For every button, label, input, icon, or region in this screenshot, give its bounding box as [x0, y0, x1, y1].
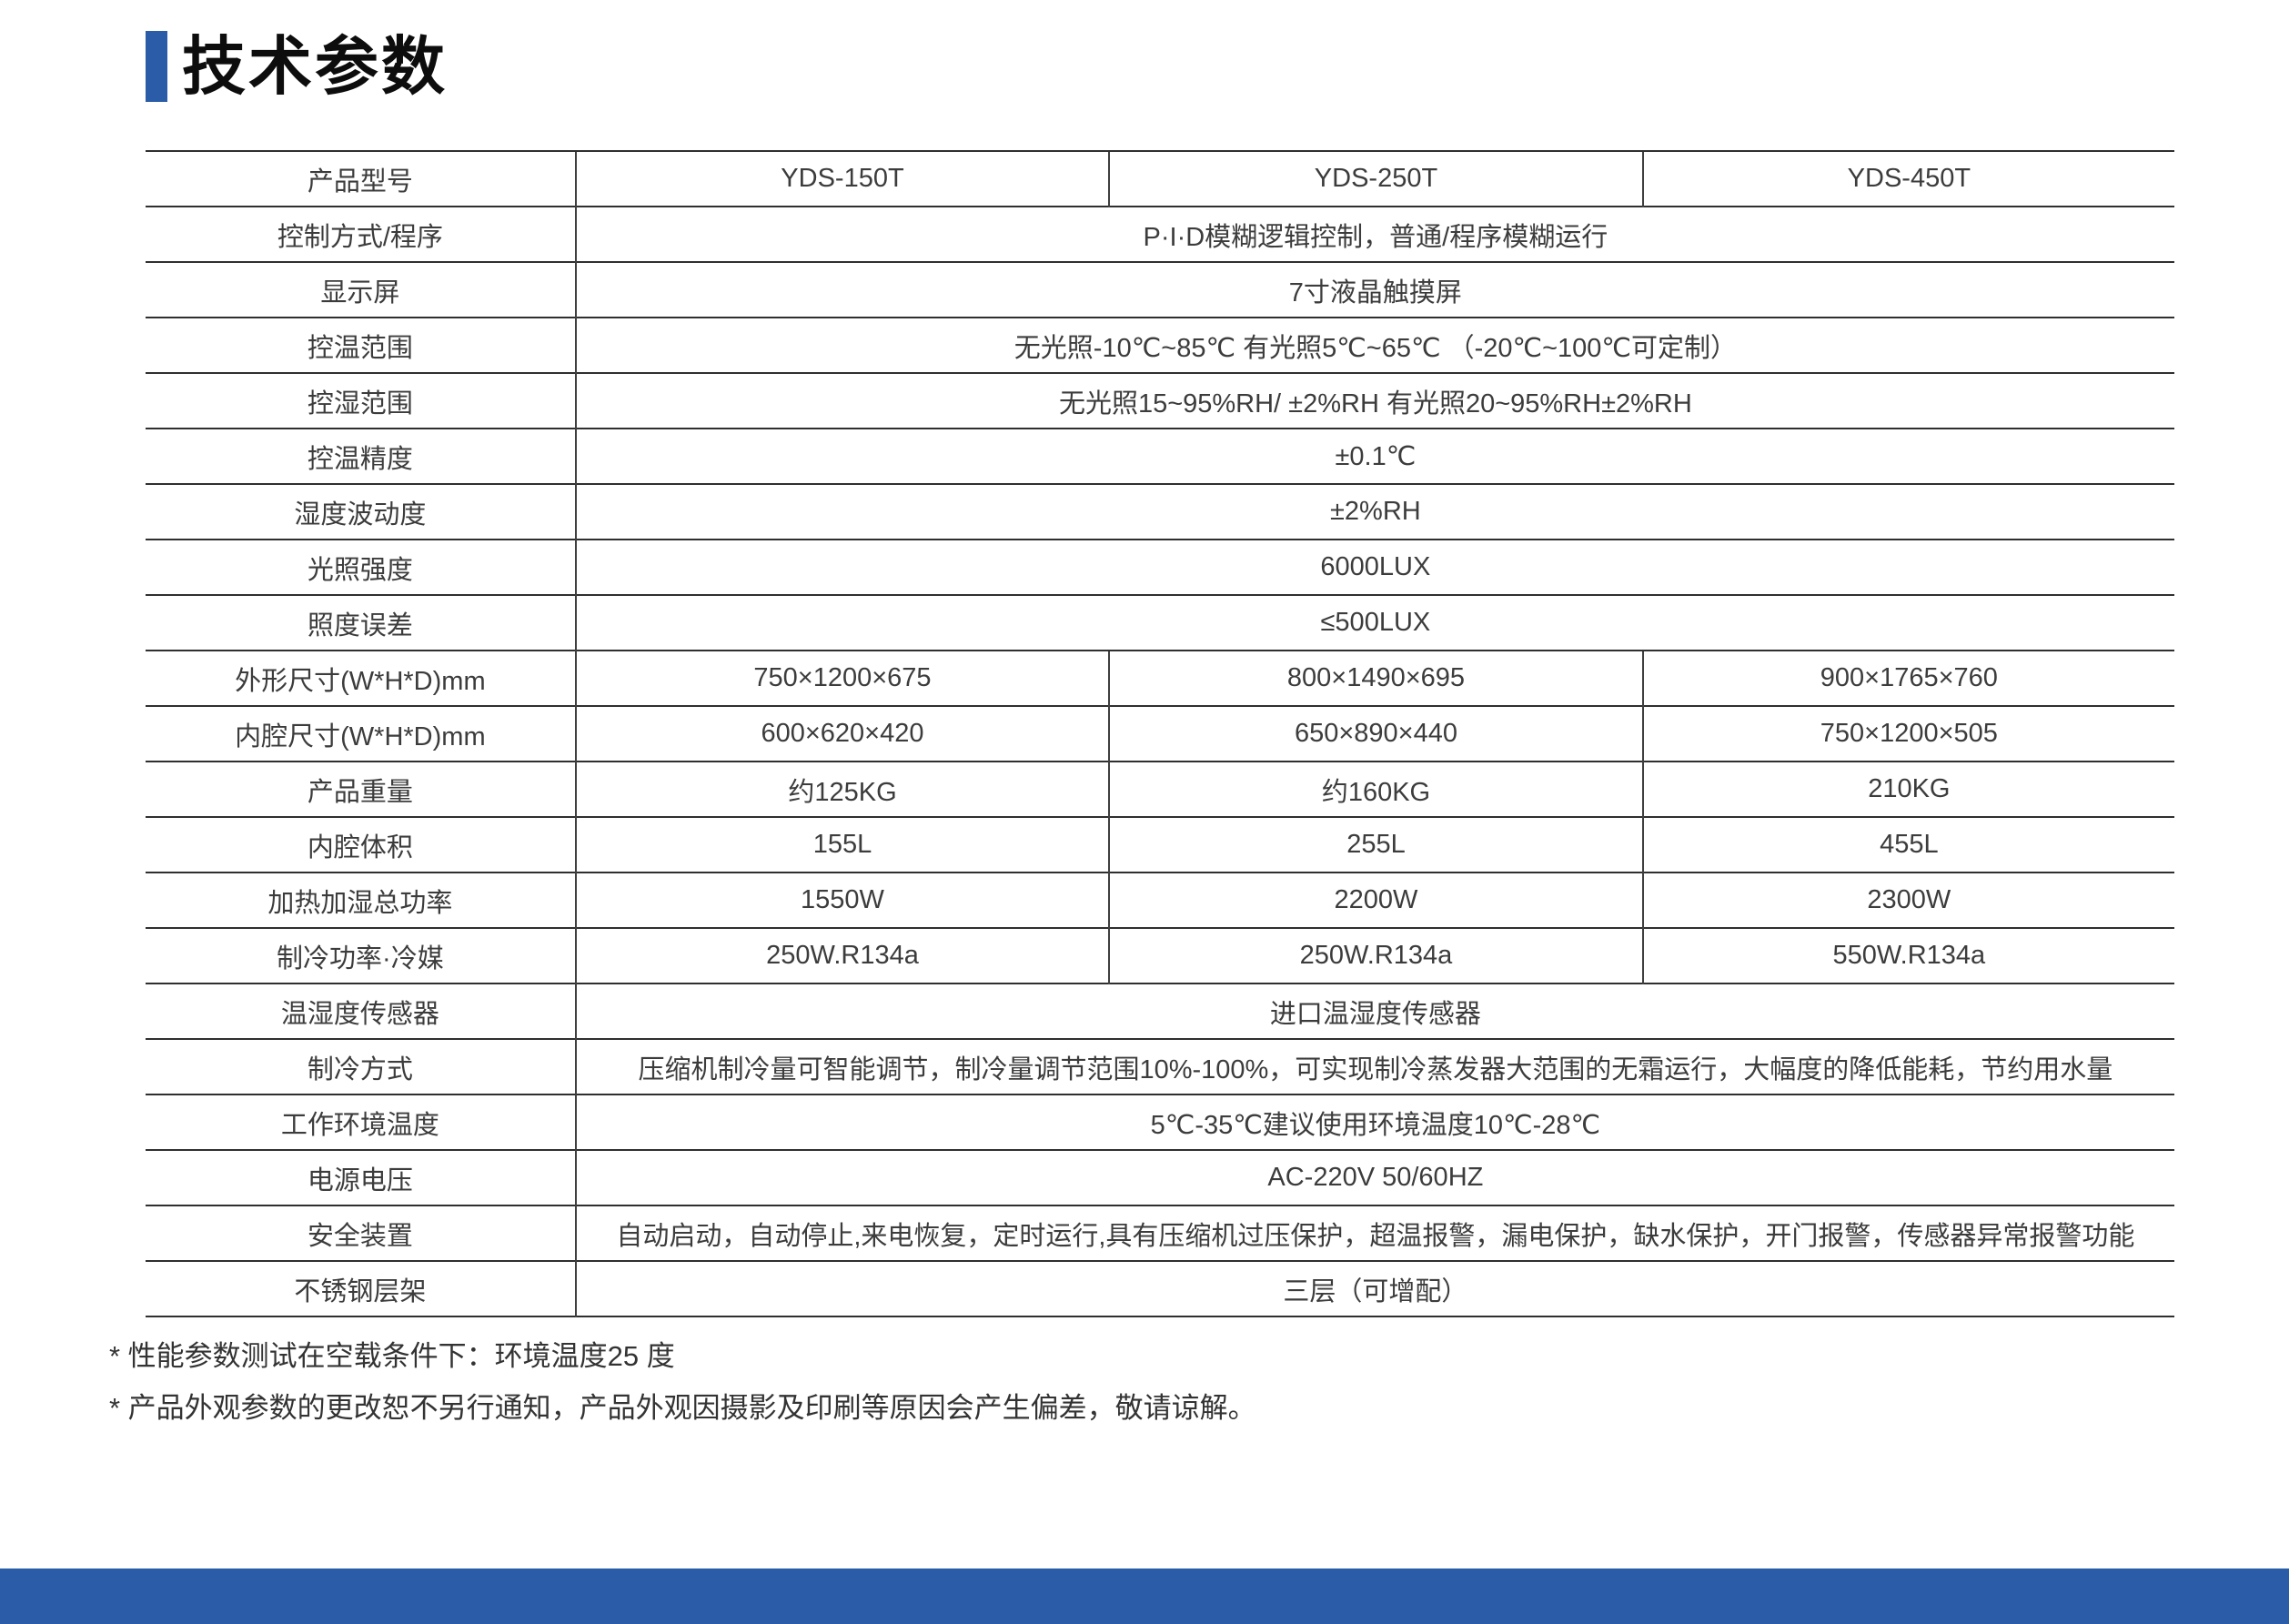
page-title: 技术参数 — [182, 31, 448, 102]
row-label: 产品型号 — [146, 150, 576, 207]
table-row: 产品型号 YDS-150T YDS-250T YDS-450T — [146, 150, 2174, 207]
row-label: 不锈钢层架 — [146, 1260, 576, 1316]
row-label: 光照强度 — [146, 539, 576, 595]
table-row: 外形尺寸(W*H*D)mm 750×1200×675 800×1490×695 900… — [146, 650, 2174, 706]
row-value: P·I·D模糊逻辑控制，普通/程序模糊运行 — [574, 206, 2174, 262]
row-label: 安全装置 — [146, 1205, 576, 1261]
table-row: 内腔尺寸(W*H*D)mm 600×620×420 650×890×440 750×1… — [146, 705, 2174, 762]
row-value: 455L — [1641, 816, 2174, 873]
row-value: 650×890×440 — [1108, 705, 1643, 762]
row-value: 2300W — [1641, 872, 2174, 928]
row-label: 控制方式/程序 — [146, 206, 576, 262]
table-row: 光照强度 6000LUX — [146, 539, 2174, 595]
table-row: 产品重量 约125KG 约160KG 210KG — [146, 761, 2174, 817]
row-value: 约125KG — [574, 761, 1110, 817]
row-value: 750×1200×505 — [1641, 705, 2174, 762]
table-row: 温湿度传感器 进口温湿度传感器 — [146, 983, 2174, 1039]
row-value: AC-220V 50/60HZ — [574, 1149, 2174, 1205]
row-value: 1550W — [574, 872, 1110, 928]
row-value: YDS-250T — [1108, 150, 1643, 207]
table-row: 内腔体积 155L 255L 455L — [146, 816, 2174, 873]
row-value: 三层（可增配） — [574, 1260, 2174, 1316]
table-row: 电源电压 AC-220V 50/60HZ — [146, 1149, 2174, 1205]
spec-table: 产品型号 YDS-150T YDS-250T YDS-450T 控制方式/程序 P·I·D… — [146, 150, 2174, 1317]
table-row: 控温范围 无光照-10℃~85℃ 有光照5℃~65℃ （-20℃~100℃可定制） — [146, 317, 2174, 373]
row-value: ±0.1℃ — [574, 428, 2174, 484]
footer-color-band — [0, 1569, 2289, 1624]
row-label: 制冷方式 — [146, 1038, 576, 1094]
row-value: 250W.R134a — [574, 927, 1110, 983]
footnote-line: * 性能参数测试在空载条件下：环境温度25 度 — [109, 1340, 675, 1372]
row-label: 湿度波动度 — [146, 483, 576, 540]
row-label: 产品重量 — [146, 761, 576, 817]
table-row: 照度误差 ≤500LUX — [146, 594, 2174, 651]
row-value: 210KG — [1641, 761, 2174, 817]
row-label: 外形尺寸(W*H*D)mm — [146, 650, 576, 706]
table-row: 制冷方式 压缩机制冷量可智能调节，制冷量调节范围10%-100%，可实现制冷蒸发器… — [146, 1038, 2174, 1094]
row-label: 电源电压 — [146, 1149, 576, 1205]
row-label: 控温精度 — [146, 428, 576, 484]
table-row: 控湿范围 无光照15~95%RH/ ±2%RH 有光照20~95%RH±2%RH — [146, 372, 2174, 429]
row-value: 550W.R134a — [1641, 927, 2174, 983]
row-value: 自动启动，自动停止,来电恢复，定时运行,具有压缩机过压保护，超温报警，漏电保护，… — [574, 1205, 2174, 1261]
row-label: 内腔尺寸(W*H*D)mm — [146, 705, 576, 762]
row-value: 900×1765×760 — [1641, 650, 2174, 706]
table-row: 工作环境温度 5℃-35℃建议使用环境温度10℃-28℃ — [146, 1094, 2174, 1150]
row-value: 无光照15~95%RH/ ±2%RH 有光照20~95%RH±2%RH — [574, 372, 2174, 429]
table-row: 显示屏 7寸液晶触摸屏 — [146, 261, 2174, 318]
row-value: 6000LUX — [574, 539, 2174, 595]
row-label: 加热加湿总功率 — [146, 872, 576, 928]
row-value: 无光照-10℃~85℃ 有光照5℃~65℃ （-20℃~100℃可定制） — [574, 317, 2174, 373]
row-label: 制冷功率·冷媒 — [146, 927, 576, 983]
row-label: 控湿范围 — [146, 372, 576, 429]
table-row: 控制方式/程序 P·I·D模糊逻辑控制，普通/程序模糊运行 — [146, 206, 2174, 262]
footnotes: * 性能参数测试在空载条件下：环境温度25 度 * 产品外观参数的更改恕不另行通… — [109, 1330, 1256, 1434]
page-header: 技术参数 — [146, 31, 448, 102]
row-value: ≤500LUX — [574, 594, 2174, 651]
title-accent-bar — [146, 31, 167, 102]
row-value: 255L — [1108, 816, 1643, 873]
row-label: 显示屏 — [146, 261, 576, 318]
row-label: 内腔体积 — [146, 816, 576, 873]
row-value: 250W.R134a — [1108, 927, 1643, 983]
row-value: 7寸液晶触摸屏 — [574, 261, 2174, 318]
row-value: YDS-450T — [1641, 150, 2174, 207]
row-value: 约160KG — [1108, 761, 1643, 817]
row-label: 温湿度传感器 — [146, 983, 576, 1039]
row-value: 155L — [574, 816, 1110, 873]
table-row: 加热加湿总功率 1550W 2200W 2300W — [146, 872, 2174, 928]
row-label: 照度误差 — [146, 594, 576, 651]
table-row: 湿度波动度 ±2%RH — [146, 483, 2174, 540]
table-row: 制冷功率·冷媒 250W.R134a 250W.R134a 550W.R134a — [146, 927, 2174, 983]
footnote-line: * 产品外观参数的更改恕不另行通知，产品外观因摄影及印刷等原因会产生偏差，敬请谅… — [109, 1392, 1256, 1424]
row-value: 2200W — [1108, 872, 1643, 928]
row-label: 工作环境温度 — [146, 1094, 576, 1150]
row-value: ±2%RH — [574, 483, 2174, 540]
table-row: 安全装置 自动启动，自动停止,来电恢复，定时运行,具有压缩机过压保护，超温报警，漏… — [146, 1205, 2174, 1261]
row-value: 5℃-35℃建议使用环境温度10℃-28℃ — [574, 1094, 2174, 1150]
row-value: 压缩机制冷量可智能调节，制冷量调节范围10%-100%，可实现制冷蒸发器大范围的… — [574, 1038, 2174, 1094]
row-label: 控温范围 — [146, 317, 576, 373]
table-row: 控温精度 ±0.1℃ — [146, 428, 2174, 484]
row-value: YDS-150T — [574, 150, 1110, 207]
row-value: 进口温湿度传感器 — [574, 983, 2174, 1039]
row-value: 600×620×420 — [574, 705, 1110, 762]
table-row: 不锈钢层架 三层（可增配） — [146, 1260, 2174, 1316]
row-value: 750×1200×675 — [574, 650, 1110, 706]
row-value: 800×1490×695 — [1108, 650, 1643, 706]
